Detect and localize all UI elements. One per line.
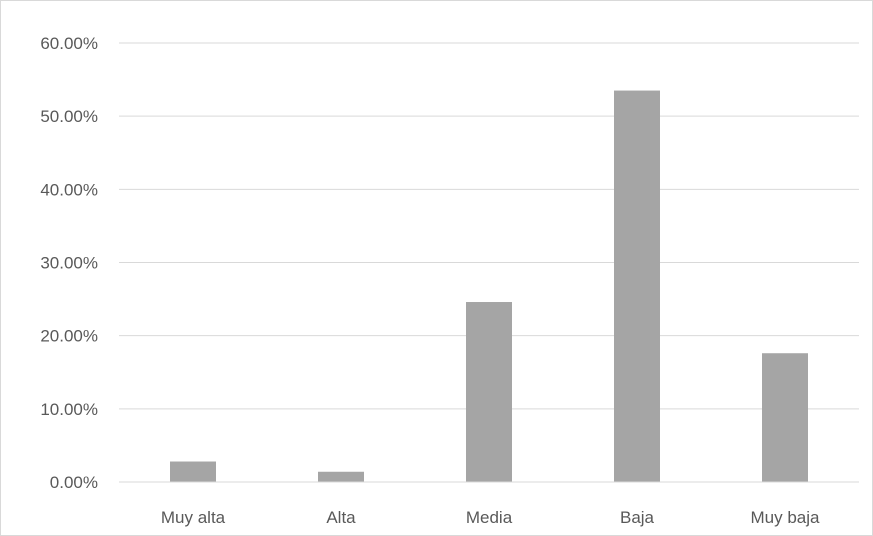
x-tick-label: Muy alta xyxy=(161,508,226,527)
x-tick-label: Baja xyxy=(620,508,655,527)
x-tick-label: Media xyxy=(466,508,513,527)
bars xyxy=(170,90,808,482)
gridlines xyxy=(119,42,859,410)
bar xyxy=(170,461,216,482)
x-tick-label: Alta xyxy=(326,508,356,527)
y-tick-label: 20.00% xyxy=(40,327,98,346)
bar xyxy=(466,302,512,482)
y-tick-label: 60.00% xyxy=(40,34,98,53)
y-tick-label: 50.00% xyxy=(40,107,98,126)
bar xyxy=(614,90,660,482)
bar xyxy=(318,471,364,482)
y-tick-label: 30.00% xyxy=(40,254,98,273)
tick-labels: 0.00% 10.00% 20.00% 30.00% 40.00% 50.00% 60.00… xyxy=(40,34,820,527)
y-tick-label: 10.00% xyxy=(40,400,98,419)
bar xyxy=(762,353,808,482)
y-tick-label: 0.00% xyxy=(50,473,98,492)
x-tick-label: Muy baja xyxy=(751,508,821,527)
y-tick-label: 40.00% xyxy=(40,180,98,199)
